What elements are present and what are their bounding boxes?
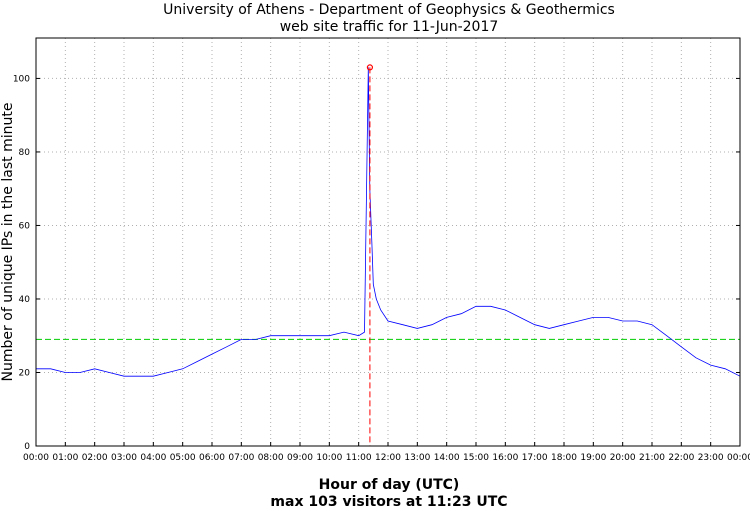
x-tick-label: 08:00	[258, 453, 284, 463]
plot-frame	[35, 37, 741, 447]
x-tick-label: 18:00	[551, 453, 577, 463]
y-tick-label: 80	[19, 148, 31, 158]
y-axis-label: Number of unique IPs in the last minute	[0, 103, 16, 382]
y-tick-label: 60	[19, 221, 31, 231]
y-tick-label: 0	[24, 442, 30, 452]
x-tick-label: 02:00	[82, 453, 108, 463]
chart-title: University of Athens - Department of Geo…	[163, 2, 615, 18]
series-line-traffic	[36, 67, 741, 377]
x-tick-label: 11:00	[346, 453, 372, 463]
max-marker	[366, 64, 374, 71]
x-tick-label: 19:00	[580, 453, 606, 463]
x-tick-label: 04:00	[140, 453, 166, 463]
x-tick-label: 15:00	[463, 453, 489, 463]
x-tick-label: 20:00	[610, 453, 636, 463]
x-tick-label: 21:00	[639, 453, 665, 463]
x-tick-label: 06:00	[199, 453, 225, 463]
x-axis-sublabel: max 103 visitors at 11:23 UTC	[270, 494, 507, 510]
chart-subtitle: web site traffic for 11-Jun-2017	[280, 19, 499, 35]
x-tick-label: 14:00	[434, 453, 460, 463]
gridlines	[36, 38, 740, 446]
x-tick-label: 12:00	[375, 453, 401, 463]
y-tick-label: 20	[19, 368, 31, 378]
y-tick-label: 40	[19, 295, 31, 305]
x-tick-label: 09:00	[287, 453, 313, 463]
x-tick-label: 07:00	[228, 453, 254, 463]
x-tick-label: 03:00	[111, 453, 137, 463]
x-tick-label: 22:00	[668, 453, 694, 463]
x-tick-label: 00:00	[727, 453, 750, 463]
x-tick-label: 17:00	[522, 453, 548, 463]
y-tick-label: 100	[13, 74, 30, 84]
x-axis-label: Hour of day (UTC)	[319, 477, 460, 493]
x-tick-label: 10:00	[316, 453, 342, 463]
x-tick-label: 05:00	[170, 453, 196, 463]
x-tick-label: 23:00	[698, 453, 724, 463]
x-tick-label: 00:00	[23, 453, 49, 463]
x-tick-label: 01:00	[52, 453, 78, 463]
axis-ticks: 00:00 01:00 02:00 03:00 04:00 05:00 06:00 07:00…	[13, 74, 750, 463]
x-tick-label: 16:00	[492, 453, 518, 463]
x-tick-label: 13:00	[404, 453, 430, 463]
